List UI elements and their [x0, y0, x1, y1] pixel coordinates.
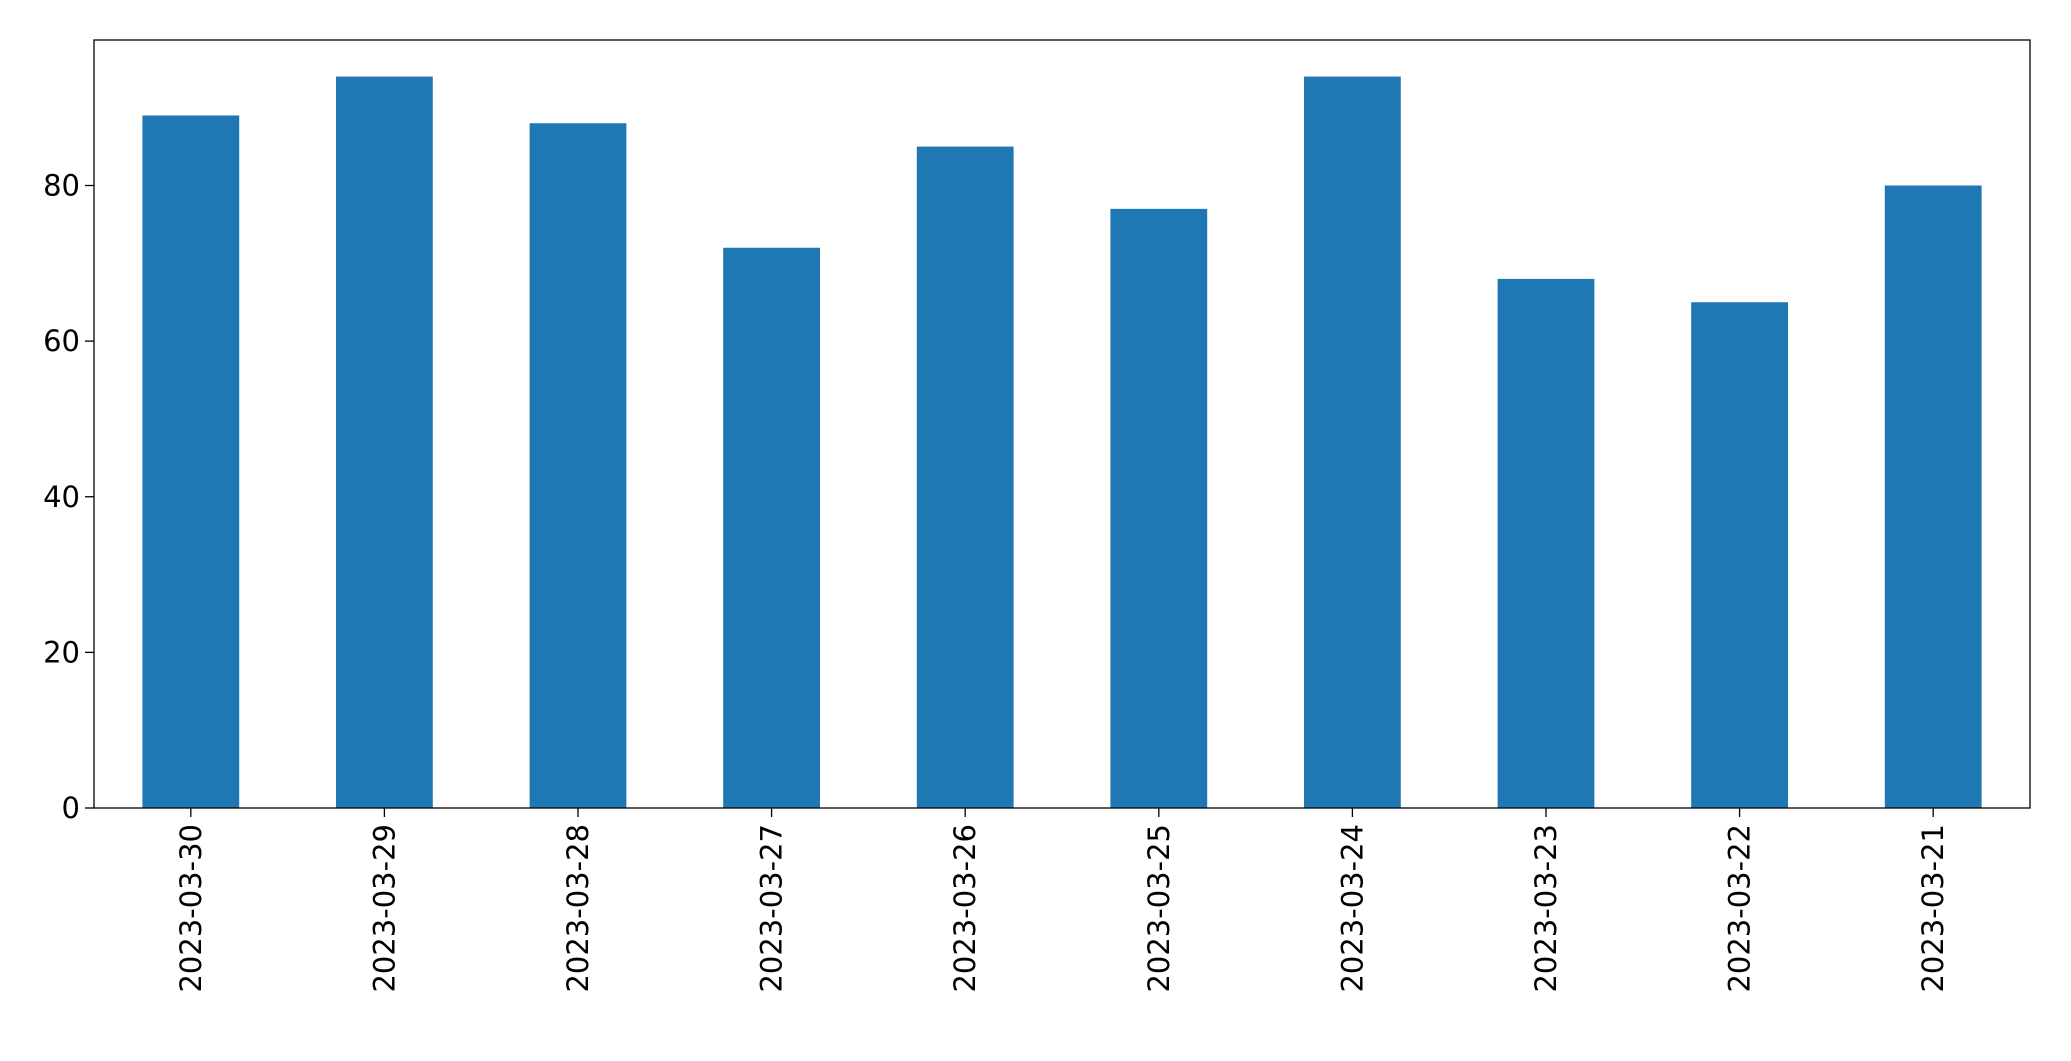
x-tick-label: 2023-03-22 [1723, 824, 1757, 993]
bar [1691, 302, 1788, 808]
x-tick-label: 2023-03-23 [1529, 824, 1563, 993]
y-tick-label: 40 [43, 480, 80, 514]
x-tick-label: 2023-03-24 [1335, 824, 1369, 993]
bar [1304, 76, 1401, 809]
x-tick-label: 2023-03-26 [948, 824, 982, 993]
y-tick-label: 80 [43, 169, 80, 203]
bar [336, 76, 433, 809]
x-tick-label: 2023-03-29 [367, 824, 401, 993]
bar [1497, 278, 1595, 808]
bar [1110, 208, 1208, 808]
bar [142, 115, 240, 809]
bar [916, 146, 1014, 809]
bar [529, 123, 627, 808]
x-tick-label: 2023-03-21 [1916, 824, 1950, 993]
y-tick-label: 0 [62, 791, 80, 825]
plot-frame [93, 39, 2031, 809]
y-tick-label: 20 [43, 635, 80, 669]
bar [1884, 185, 1982, 809]
x-tick-label: 2023-03-27 [755, 824, 789, 993]
x-tick-label: 2023-03-25 [1142, 824, 1176, 993]
x-tick-label: 2023-03-30 [174, 824, 208, 993]
bar [723, 247, 820, 808]
x-tick-label: 2023-03-28 [561, 824, 595, 993]
y-tick-label: 60 [43, 324, 80, 358]
